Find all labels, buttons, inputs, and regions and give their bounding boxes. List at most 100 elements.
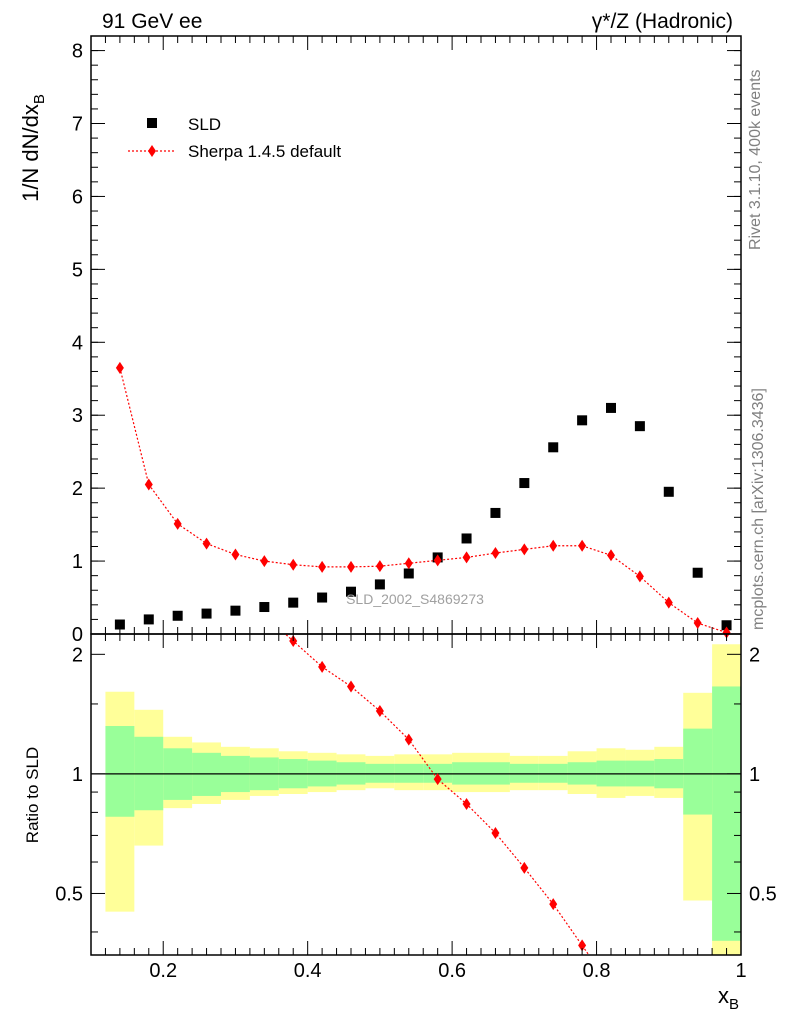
sld-point <box>317 592 328 603</box>
main-ytick-label: 8 <box>72 41 83 63</box>
main-ytick-label: 1 <box>72 551 83 573</box>
band-inner <box>365 763 395 783</box>
main-plot: 0 1 2 3 4 5 6 7 8 <box>72 35 742 646</box>
legend: SLD Sherpa 1.4.5 default <box>128 115 341 161</box>
mc-point <box>347 560 355 573</box>
main-ytick-label: 3 <box>72 405 83 427</box>
mc-point <box>462 551 471 564</box>
legend-mc-marker <box>148 145 156 157</box>
sld-point <box>374 579 385 590</box>
ratio-xlabel-sub: B <box>729 996 739 1013</box>
sld-point <box>172 610 183 621</box>
ratio-ytick-label-right: 0.5 <box>749 883 777 905</box>
ratio-xlabel: xB <box>718 983 739 1013</box>
band-inner <box>394 763 424 783</box>
sld-point <box>346 586 356 597</box>
mc-point <box>231 548 240 561</box>
sld-point <box>519 478 530 489</box>
legend-sld-marker <box>147 118 157 128</box>
sld-point <box>721 620 732 631</box>
sld-point <box>634 421 645 432</box>
ratio-ytick-label: 0.5 <box>55 883 83 905</box>
legend-mc-label: Sherpa 1.4.5 default <box>188 142 341 161</box>
mc-point <box>115 361 124 374</box>
sld-point <box>288 597 299 608</box>
ratio-mc-point <box>375 704 384 717</box>
mc-point <box>549 539 558 552</box>
ratio-mc-point <box>318 660 327 673</box>
ratio-plot: 0.5 0.5 1 1 2 2 0.2 0.4 0.6 0.8 1 <box>55 634 777 982</box>
ratio-mc-point <box>433 773 442 786</box>
sld-point <box>201 608 212 619</box>
ratio-frame <box>90 633 742 956</box>
rivet-label: Rivet 3.1.10, 400k events <box>747 69 764 250</box>
ratio-xtick-label: 0.8 <box>583 960 611 982</box>
sld-point <box>606 402 616 413</box>
mc-point <box>433 554 442 567</box>
mc-point <box>375 560 384 573</box>
mc-point <box>260 555 269 568</box>
mc-point <box>202 537 211 550</box>
sld-point <box>403 568 414 579</box>
header-right: γ*/Z (Hadronic) <box>592 10 733 33</box>
mc-point <box>664 596 673 609</box>
ratio-mc-point <box>549 898 558 911</box>
mc-point <box>173 517 182 530</box>
svg-text:1/N dN/dxB: 1/N dN/dxB <box>18 94 48 202</box>
ratio-mc-point <box>520 861 529 874</box>
main-ytick-label: 6 <box>72 186 83 208</box>
main-ylabel-main: 1/N dN/dx <box>18 104 43 202</box>
mc-point <box>318 560 327 573</box>
ratio-xtick-label: 0.4 <box>294 960 322 982</box>
mc-line <box>119 367 727 634</box>
ratio-xtick-label: 1 <box>735 960 746 982</box>
mc-point <box>578 539 587 552</box>
mc-point <box>722 626 731 639</box>
ratio-ytick-label-right: 1 <box>749 764 760 786</box>
main-ytick-label: 4 <box>72 332 83 354</box>
ratio-xtick-label: 0.2 <box>149 960 177 982</box>
mc-point <box>607 549 615 562</box>
main-ytick-label: 7 <box>72 114 83 136</box>
sld-point <box>490 507 501 518</box>
ratio-content <box>91 634 741 955</box>
ratio-ytick-label: 1 <box>72 764 83 786</box>
sld-point <box>143 614 154 625</box>
ratio-ylabel: Ratio to SLD <box>23 747 42 843</box>
sld-point <box>663 486 674 497</box>
main-ylabel-sub: B <box>31 94 48 104</box>
mc-point <box>144 478 153 491</box>
ratio-mc-point <box>491 826 500 839</box>
ratio-mc-point <box>404 733 413 746</box>
sld-point <box>692 567 703 578</box>
ratio-mc-point <box>578 939 587 952</box>
header-left: 91 GeV ee <box>102 10 202 33</box>
band-inner <box>712 686 741 941</box>
main-ylabel: 1/N dN/dxB <box>18 94 48 202</box>
mc-point <box>635 570 644 583</box>
sld-point <box>114 619 125 630</box>
ratio-ytick-label-right: 2 <box>749 644 760 666</box>
mc-point <box>404 557 413 570</box>
main-ytick-label: 5 <box>72 259 83 281</box>
sld-point <box>461 533 472 544</box>
sld-point <box>259 602 270 613</box>
band-inner <box>538 763 568 783</box>
band-inner <box>509 763 539 783</box>
ratio-ytick-label: 2 <box>72 644 83 666</box>
ratio-xtick-label: 0.6 <box>438 960 466 982</box>
ratio-mc-point <box>462 797 471 810</box>
ratio-xlabel-main: x <box>718 983 729 1008</box>
sld-point <box>577 415 588 426</box>
sld-point <box>230 605 241 616</box>
main-ytick-label: 2 <box>72 478 83 500</box>
sld-point <box>548 442 559 453</box>
mcplots-label: mcplots.cern.ch [arXiv:1306.3436] <box>750 388 767 630</box>
analysis-label: SLD_2002_S4869273 <box>346 591 484 607</box>
ratio-mc-point <box>289 635 298 648</box>
mc-point <box>289 558 298 571</box>
mc-point <box>491 547 500 560</box>
ratio-mc-point <box>347 680 355 693</box>
mc-point <box>693 617 702 630</box>
